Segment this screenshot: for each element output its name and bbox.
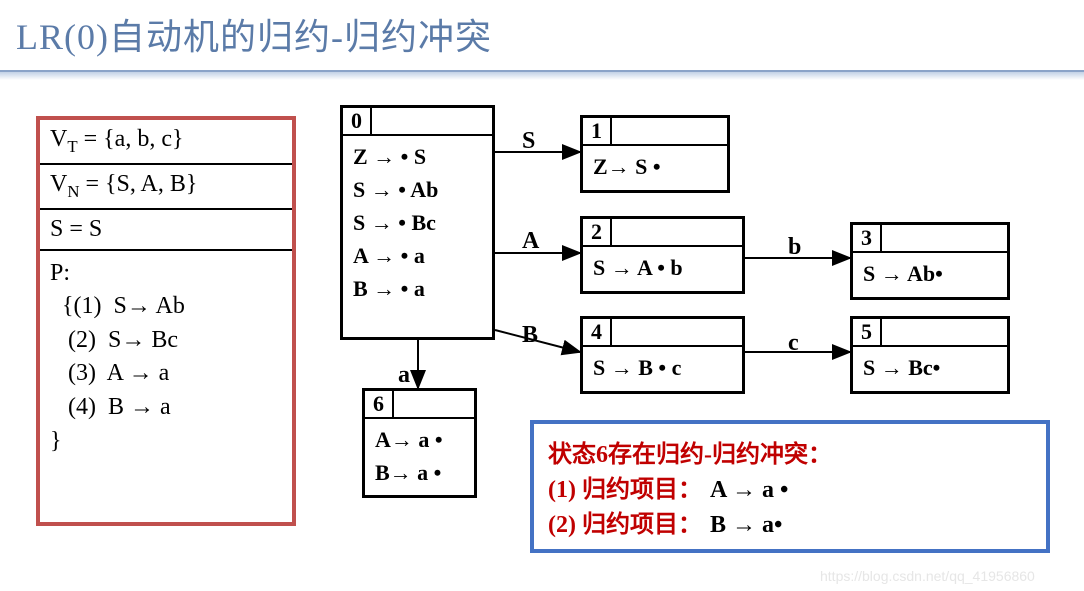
state-item: S → • Bc	[353, 206, 482, 239]
state-number: 6	[365, 391, 394, 417]
conflict-box: 状态6存在归约-归约冲突： (1) 归约项目： A → a • (2) 归约项目…	[530, 420, 1050, 553]
production-line: }	[50, 425, 282, 459]
production-line: (4) B → a	[50, 391, 282, 425]
edge-label: c	[788, 330, 799, 357]
edge-label: b	[788, 234, 801, 261]
state-item: S → B • c	[593, 351, 732, 384]
state-body: S → Ab•	[853, 253, 1007, 296]
watermark: https://blog.csdn.net/qq_41956860	[820, 568, 1035, 584]
state-number: 1	[583, 118, 612, 144]
state-1: 1 Z→ S •	[580, 115, 730, 193]
state-body: S → Bc•	[853, 347, 1007, 390]
state-body: S → A • b	[583, 247, 742, 290]
conflict-line2-item: A → a •	[710, 477, 788, 504]
edge-label: a	[398, 362, 410, 389]
state-3: 3 S → Ab•	[850, 222, 1010, 300]
conflict-line3-label: (2) 归约项目：	[548, 504, 702, 539]
edge-label: B	[522, 322, 538, 349]
state-4: 4 S → B • c	[580, 316, 745, 394]
state-number: 3	[853, 225, 882, 251]
slide-title: LR(0)自动机的归约-归约冲突	[0, 0, 1084, 70]
production-line: (3) A → a	[50, 357, 282, 391]
state-item: S → Ab•	[863, 257, 997, 290]
grammar-box: VT = {a, b, c} VN = {S, A, B} S = S P: {…	[36, 116, 296, 526]
state-header: 0	[343, 108, 492, 136]
state-6: 6A→ a •B→ a •	[362, 388, 477, 498]
state-item: B→ a •	[375, 456, 464, 489]
state-header: 6	[365, 391, 474, 419]
state-item: Z → • S	[353, 140, 482, 173]
conflict-line2-label: (1) 归约项目：	[548, 469, 702, 504]
edge-label: A	[522, 228, 539, 255]
state-item: A → • a	[353, 239, 482, 272]
state-number: 2	[583, 219, 612, 245]
state-number: 4	[583, 319, 612, 345]
production-line: {(1) S→ Ab	[50, 290, 282, 324]
state-body: Z→ S •	[583, 146, 727, 189]
state-body: S → B • c	[583, 347, 742, 390]
state-header: 5	[853, 319, 1007, 347]
state-item: A→ a •	[375, 423, 464, 456]
edge-label: S	[522, 128, 535, 155]
grammar-vt: VT = {a, b, c}	[40, 120, 292, 165]
state-number: 5	[853, 319, 882, 345]
state-2: 2 S → A • b	[580, 216, 745, 294]
grammar-vn: VN = {S, A, B}	[40, 165, 292, 210]
state-body: Z → • SS → • AbS → • BcA → • aB → • a	[343, 136, 492, 311]
production-line: (2) S→ Bc	[50, 324, 282, 358]
state-item: S → • Ab	[353, 173, 482, 206]
title-underline	[0, 70, 1084, 80]
state-header: 3	[853, 225, 1007, 253]
title-text: LR(0)自动机的归约-归约冲突	[16, 17, 492, 57]
state-header: 2	[583, 219, 742, 247]
grammar-start: S = S	[40, 210, 292, 251]
state-0: 0Z → • SS → • AbS → • BcA → • aB → • a	[340, 105, 495, 340]
state-header: 4	[583, 319, 742, 347]
conflict-line1: 状态6存在归约-归约冲突：	[548, 434, 832, 469]
state-5: 5 S → Bc•	[850, 316, 1010, 394]
state-item: B → • a	[353, 272, 482, 305]
state-body: A→ a •B→ a •	[365, 419, 474, 495]
state-item: Z→ S •	[593, 150, 717, 183]
state-item: S → Bc•	[863, 351, 997, 384]
state-item: S → A • b	[593, 251, 732, 284]
conflict-line3-item: B → a•	[710, 512, 782, 539]
grammar-productions: P: {(1) S→ Ab (2) S→ Bc (3) A → a (4) B …	[40, 251, 292, 465]
state-number: 0	[343, 108, 372, 134]
state-header: 1	[583, 118, 727, 146]
